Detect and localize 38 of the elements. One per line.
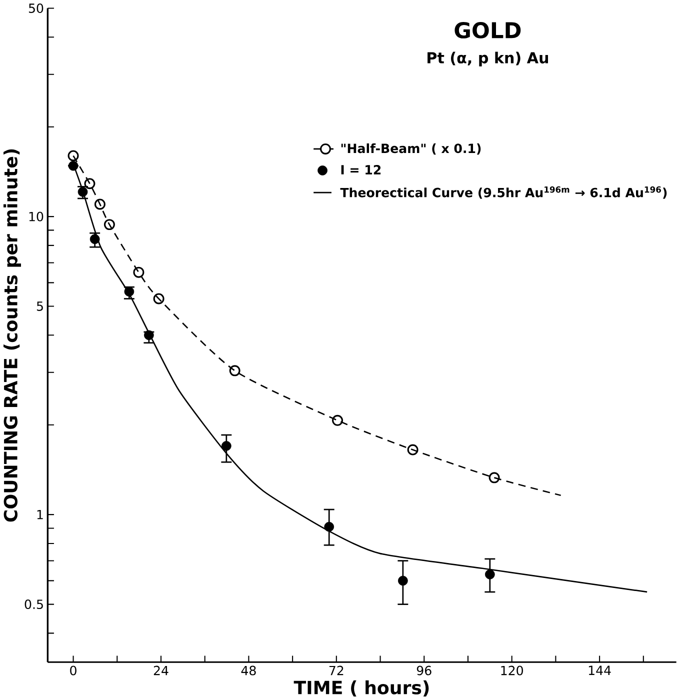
x-tick-label: 48 (241, 666, 256, 676)
point (144, 330, 154, 340)
point (133, 266, 144, 278)
point (407, 444, 418, 456)
point (90, 234, 100, 244)
legend-label: I = 12 (341, 164, 380, 174)
point (153, 293, 164, 304)
y-tick-label: 5 (36, 302, 43, 311)
point (68, 150, 79, 162)
point (68, 160, 78, 171)
x-tick-label: 72 (329, 666, 344, 676)
x-tick-label: 144 (588, 666, 611, 675)
x-tick-label: 120 (501, 666, 523, 676)
y-axis-title: COUNTING RATE (counts per minute) (3, 149, 21, 522)
legend-label: "Half-Beam" ( x 0.1) (341, 143, 481, 155)
point (78, 186, 88, 197)
point (398, 576, 408, 586)
point (94, 198, 106, 210)
point (324, 522, 334, 532)
point (84, 178, 96, 190)
point (104, 219, 115, 230)
x-tick-label: 96 (416, 666, 432, 676)
point (124, 286, 134, 297)
point (221, 440, 232, 451)
point (488, 472, 500, 484)
point (332, 414, 343, 426)
text: GOLD (454, 22, 521, 38)
text: Pt (α, p kn) Au (427, 52, 548, 66)
y-tick-label: 0.5 (24, 600, 43, 610)
point (229, 365, 240, 376)
x-axis-title: TIME ( hours) (294, 680, 429, 697)
x-tick-label: 24 (154, 666, 168, 676)
y-tick-label: 10 (29, 212, 44, 222)
y-tick-label: 50 (28, 3, 44, 13)
y-tick-label: 1 (37, 510, 43, 520)
point (484, 569, 495, 580)
x-tick-label: 0 (70, 666, 76, 676)
legend-label: Theorectical Curve (9.5hr Au$^{196m}$ → 6.1d Au$^{196}$) (340, 186, 667, 199)
